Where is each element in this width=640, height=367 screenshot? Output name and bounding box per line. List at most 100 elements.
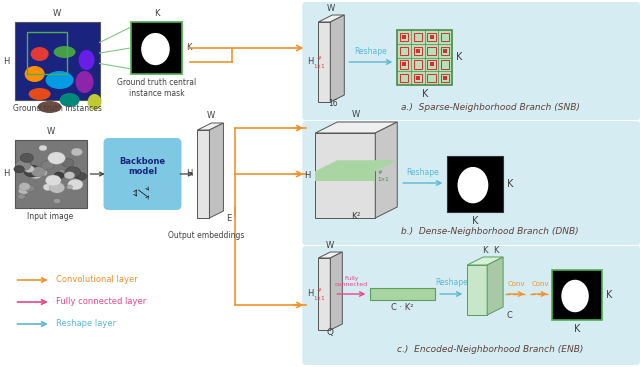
Text: #: #	[377, 170, 382, 175]
Polygon shape	[316, 133, 375, 218]
Bar	[400, 33, 408, 41]
Text: a.)  Sparse-Neighborhood Branch (SNB): a.) Sparse-Neighborhood Branch (SNB)	[401, 103, 580, 112]
Polygon shape	[316, 171, 375, 181]
Text: Fully
connected: Fully connected	[335, 276, 368, 287]
Ellipse shape	[38, 101, 61, 113]
Polygon shape	[316, 160, 397, 171]
Ellipse shape	[24, 165, 35, 172]
Polygon shape	[198, 130, 209, 218]
Polygon shape	[330, 15, 344, 102]
Polygon shape	[375, 122, 397, 218]
Ellipse shape	[24, 165, 41, 177]
Text: C: C	[506, 311, 512, 320]
Ellipse shape	[76, 71, 93, 93]
Ellipse shape	[29, 88, 51, 100]
Polygon shape	[487, 257, 503, 315]
Ellipse shape	[31, 167, 45, 177]
Text: W: W	[53, 9, 61, 18]
Ellipse shape	[38, 170, 47, 176]
Text: Fully connected layer: Fully connected layer	[56, 298, 146, 306]
Bar	[400, 47, 408, 55]
Ellipse shape	[45, 175, 61, 186]
Ellipse shape	[65, 172, 75, 179]
Ellipse shape	[14, 166, 24, 173]
Text: Reshape: Reshape	[435, 278, 468, 287]
Ellipse shape	[25, 185, 35, 192]
Bar	[400, 74, 408, 82]
Bar	[416, 76, 420, 80]
Polygon shape	[318, 15, 344, 22]
Bar	[441, 33, 449, 41]
Bar	[371, 288, 435, 300]
Text: Conv: Conv	[531, 281, 549, 287]
Polygon shape	[316, 122, 397, 133]
Text: K: K	[472, 216, 478, 226]
Text: Conv: Conv	[508, 281, 525, 287]
Text: K: K	[507, 179, 513, 189]
Ellipse shape	[67, 185, 72, 189]
Text: H: H	[307, 58, 314, 66]
Text: K: K	[186, 44, 192, 52]
Bar	[400, 60, 408, 69]
Text: Input image: Input image	[28, 212, 74, 221]
Text: W: W	[352, 110, 360, 119]
Bar	[428, 47, 436, 55]
Text: 1×1: 1×1	[314, 63, 325, 69]
Text: W: W	[326, 241, 335, 250]
FancyBboxPatch shape	[104, 138, 182, 210]
Text: K: K	[154, 9, 159, 18]
Text: model: model	[128, 167, 157, 175]
Ellipse shape	[141, 33, 170, 65]
Polygon shape	[467, 257, 503, 265]
Bar	[413, 47, 422, 55]
Ellipse shape	[68, 179, 83, 190]
Bar	[428, 33, 436, 41]
Bar	[441, 60, 449, 69]
Ellipse shape	[49, 182, 65, 193]
Ellipse shape	[77, 183, 82, 187]
Ellipse shape	[88, 94, 102, 110]
Bar	[413, 74, 422, 82]
Text: 1×1: 1×1	[377, 177, 389, 182]
Text: H: H	[307, 290, 314, 298]
Bar	[15, 22, 100, 100]
Text: 16: 16	[328, 99, 338, 108]
Bar	[447, 156, 503, 212]
Text: H: H	[3, 170, 10, 178]
Ellipse shape	[23, 161, 31, 168]
Bar	[402, 35, 406, 39]
Polygon shape	[318, 22, 330, 102]
Bar	[429, 35, 434, 39]
Text: W: W	[327, 4, 335, 13]
Polygon shape	[330, 252, 342, 330]
Polygon shape	[318, 258, 330, 330]
Text: C · K²: C · K²	[392, 303, 414, 312]
Text: b.)  Dense-Neighborhood Branch (DNB): b.) Dense-Neighborhood Branch (DNB)	[401, 227, 579, 236]
FancyBboxPatch shape	[302, 121, 640, 245]
Ellipse shape	[53, 199, 61, 204]
Text: Convolutional layer: Convolutional layer	[56, 276, 138, 284]
Bar	[397, 30, 452, 85]
Bar	[131, 22, 182, 74]
Bar	[27, 32, 67, 74]
Bar	[444, 76, 447, 80]
Text: E: E	[227, 214, 232, 223]
Polygon shape	[209, 123, 223, 218]
Text: K: K	[493, 246, 499, 255]
Text: W: W	[206, 111, 214, 120]
Ellipse shape	[43, 184, 53, 190]
Ellipse shape	[79, 50, 95, 70]
Bar	[444, 48, 447, 53]
Ellipse shape	[54, 46, 76, 58]
Ellipse shape	[19, 187, 29, 195]
Text: Reshape: Reshape	[406, 168, 438, 177]
Text: Output embeddings: Output embeddings	[168, 231, 244, 240]
Ellipse shape	[39, 145, 47, 151]
Text: K: K	[456, 52, 463, 62]
Bar	[413, 60, 422, 69]
Ellipse shape	[60, 93, 79, 107]
Bar	[441, 74, 449, 82]
Bar	[416, 48, 420, 53]
Ellipse shape	[48, 152, 65, 164]
Text: Reshape: Reshape	[354, 47, 387, 56]
